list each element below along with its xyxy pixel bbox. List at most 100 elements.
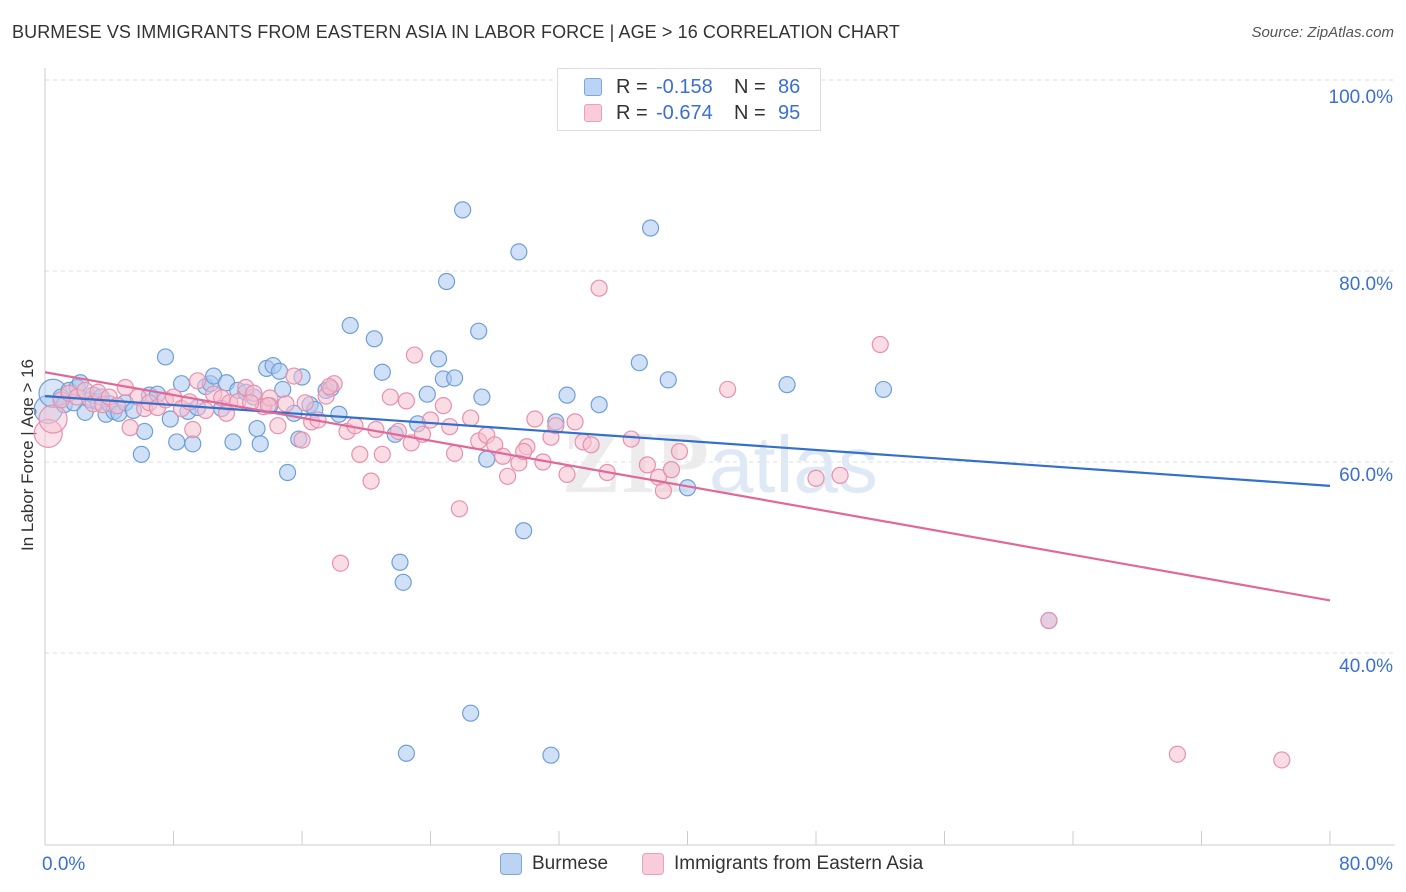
eastern-asia-point: [582, 436, 600, 454]
eastern-asia-point: [638, 456, 656, 474]
burmese-point: [418, 385, 436, 403]
eastern-asia-point: [622, 430, 640, 448]
eastern-asia-point: [450, 500, 469, 518]
eastern-asia-point: [331, 554, 350, 572]
burmese-point: [515, 522, 533, 540]
eastern-asia-point: [188, 372, 207, 390]
legend-swatch-burmese: [584, 78, 602, 96]
legend-r-value-eastern-asia: -0.674: [656, 101, 713, 124]
burmese-point: [365, 330, 383, 348]
eastern-asia-point: [38, 404, 68, 434]
y-tick-label: 80.0%: [1339, 274, 1393, 295]
burmese-point: [778, 376, 796, 394]
eastern-asia-point: [499, 467, 517, 485]
bottom-legend-swatch-burmese: [500, 853, 522, 875]
eastern-asia-point: [871, 335, 889, 354]
eastern-asia-point: [421, 411, 440, 429]
burmese-point: [251, 435, 269, 453]
eastern-asia-point: [285, 367, 303, 385]
eastern-asia-point: [831, 466, 849, 484]
eastern-asia-point: [184, 420, 202, 439]
correlation-legend: R = -0.158 N = 86 R = -0.674 N = 95: [557, 68, 821, 131]
eastern-asia-point: [441, 418, 459, 436]
y-tick-label: 100.0%: [1329, 87, 1394, 108]
eastern-asia-point: [197, 401, 215, 420]
eastern-asia-point: [566, 413, 584, 431]
eastern-asia-point: [259, 397, 277, 415]
burmese-point: [429, 350, 448, 368]
legend-row-eastern-asia: R = -0.674 N = 95: [584, 101, 800, 125]
burmese-point: [558, 386, 576, 404]
burmese-point: [341, 316, 359, 335]
legend-r-value-burmese: -0.158: [656, 75, 713, 98]
bottom-legend-burmese: Burmese: [500, 852, 608, 876]
eastern-asia-point: [1168, 745, 1187, 763]
burmese-point: [478, 450, 496, 468]
burmese-point: [542, 746, 560, 764]
eastern-asia-point: [121, 419, 139, 437]
burmese-point: [161, 410, 179, 428]
burmese-point: [462, 704, 480, 722]
burmese-point: [874, 380, 893, 399]
eastern-asia-point: [381, 388, 399, 406]
burmese-point: [278, 463, 297, 482]
legend-row-burmese: R = -0.158 N = 86: [584, 75, 800, 99]
burmese-point: [135, 422, 154, 441]
burmese-point: [330, 405, 348, 423]
y-tick-label: 60.0%: [1339, 465, 1393, 486]
eastern-asia-point: [526, 410, 544, 428]
tick-labels: 100.0% 80.0% 60.0% 40.0% 0.0% 80.0%: [42, 87, 1393, 875]
eastern-asia-point: [494, 447, 512, 465]
eastern-asia-point: [1273, 751, 1291, 769]
eastern-asia-point: [558, 465, 576, 484]
eastern-asia-point: [351, 445, 369, 463]
eastern-asia-point: [590, 279, 608, 297]
chart-title: BURMESE VS IMMIGRANTS FROM EASTERN ASIA …: [12, 22, 900, 42]
y-tick-label: 40.0%: [1339, 656, 1393, 677]
burmese-point: [373, 363, 391, 381]
eastern-asia-point: [373, 445, 391, 463]
legend-r-label: R =: [616, 75, 648, 98]
eastern-asia-point: [397, 392, 416, 410]
chart-source: Source: ZipAtlas.com: [1251, 24, 1394, 41]
burmese-point: [391, 553, 409, 571]
eastern-asia-point: [547, 417, 565, 435]
x-tick-label: 80.0%: [1339, 854, 1393, 875]
eastern-asia-point: [462, 409, 480, 427]
burmese-point: [445, 369, 464, 387]
burmese-point: [437, 272, 456, 291]
eastern-asia-point: [293, 431, 311, 449]
burmese-point: [224, 433, 242, 451]
bottom-legend-label-burmese: Burmese: [532, 853, 609, 874]
bottom-legend-swatch-eastern-asia: [642, 853, 664, 875]
legend-n-label: N =: [734, 75, 766, 98]
burmese-point: [156, 348, 175, 366]
burmese-point: [590, 396, 608, 414]
burmese-point: [248, 419, 266, 438]
legend-n-value-burmese: 86: [778, 75, 801, 98]
eastern-asia-point: [296, 394, 314, 412]
burmese-point: [630, 354, 648, 372]
burmese-point: [473, 388, 491, 406]
legend-swatch-eastern-asia: [584, 104, 602, 122]
burmese-point: [397, 744, 416, 762]
burmese-point: [168, 433, 186, 451]
legend-n-value-eastern-asia: 95: [778, 101, 801, 124]
eastern-asia-point: [320, 377, 338, 396]
burmese-point: [132, 445, 150, 463]
burmese-point: [184, 435, 202, 453]
eastern-asia-point: [405, 346, 424, 364]
eastern-asia-point: [670, 442, 689, 461]
eastern-asia-point: [277, 395, 295, 413]
eastern-asia-point: [1040, 611, 1058, 630]
eastern-asia-point: [662, 461, 681, 479]
eastern-asia-point: [807, 469, 825, 487]
burmese-point: [510, 243, 528, 261]
watermark: ZIPatlas: [562, 415, 878, 512]
burmese-point: [454, 201, 472, 219]
x-tick-label: 0.0%: [42, 854, 85, 875]
trend-lines: [44, 371, 1331, 602]
eastern-asia-point: [362, 472, 380, 490]
eastern-asia-points: [33, 279, 1291, 769]
